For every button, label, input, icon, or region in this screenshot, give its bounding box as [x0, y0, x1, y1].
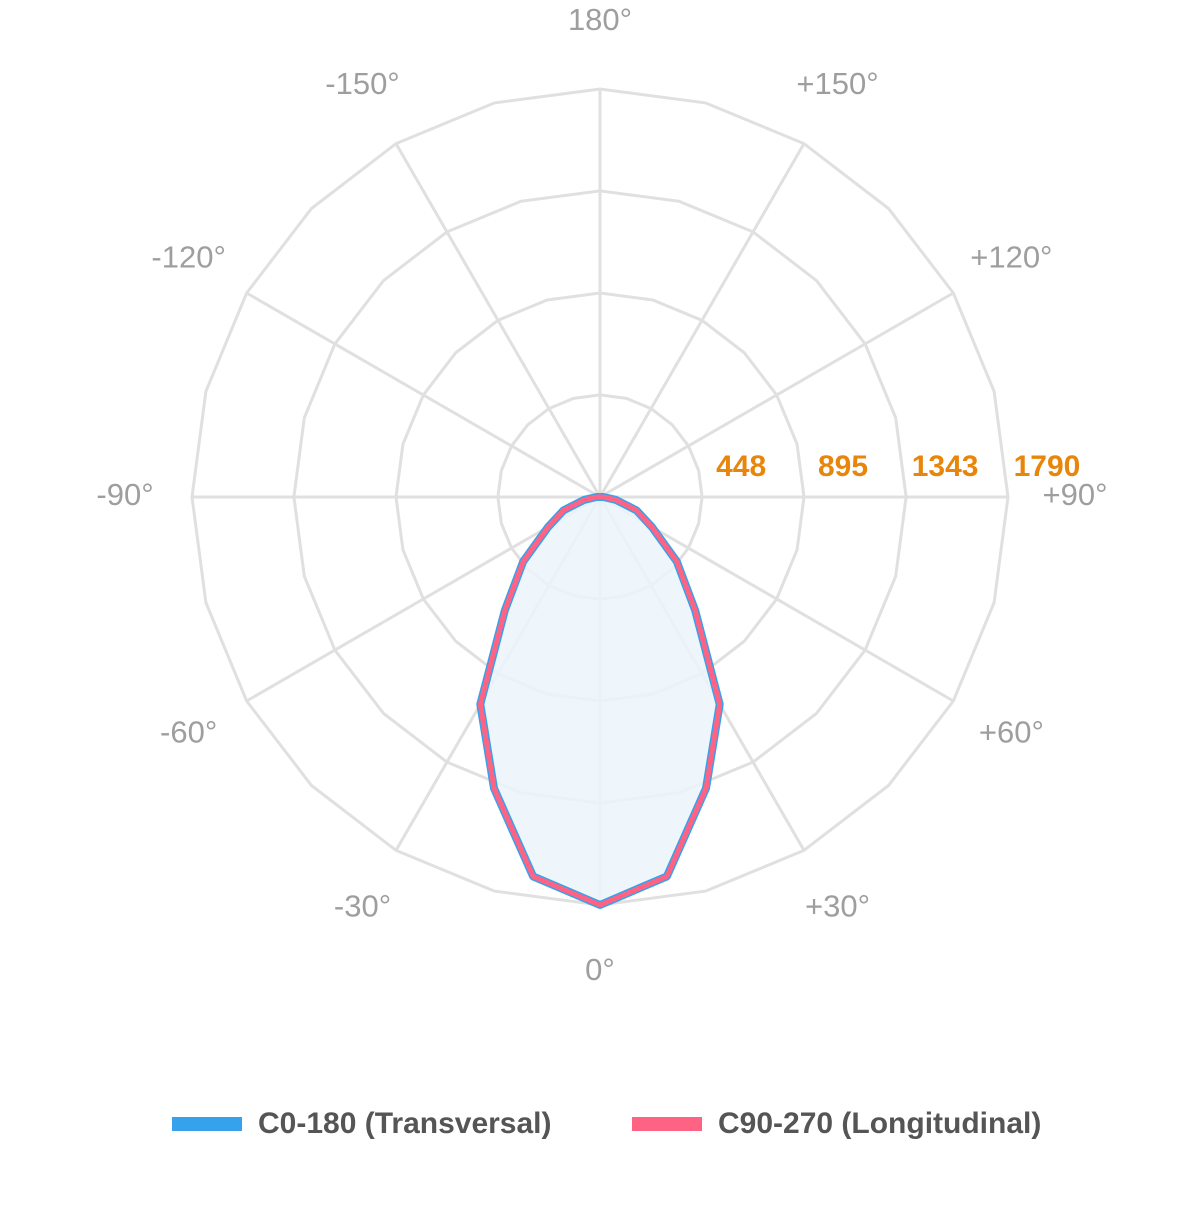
legend-label: C90-270 (Longitudinal): [718, 1107, 1041, 1140]
angle-label: -60°: [160, 715, 217, 750]
series-line: [477, 494, 723, 908]
angle-label: +60°: [979, 715, 1044, 750]
legend-swatch: [172, 1117, 242, 1131]
angle-label: +30°: [805, 889, 870, 924]
grid-spoke: [245, 291, 601, 499]
angle-label: -90°: [96, 477, 153, 512]
legend-label: C0-180 (Transversal): [258, 1107, 552, 1140]
r-tick-label: 1790: [1014, 450, 1081, 483]
angle-label: -150°: [325, 66, 399, 101]
r-tick-label: 895: [818, 450, 868, 483]
angle-label: 0°: [585, 952, 615, 987]
angle-label: +120°: [970, 240, 1052, 275]
legend-swatch: [632, 1117, 702, 1131]
angle-label: -120°: [151, 240, 225, 275]
angle-label: 180°: [568, 2, 632, 37]
angle-label: +150°: [796, 66, 878, 101]
grid-spoke: [394, 142, 602, 498]
r-tick-label: 1343: [912, 450, 979, 483]
r-tick-label: 448: [716, 450, 766, 483]
angle-label: -30°: [334, 889, 391, 924]
grid-spoke: [599, 291, 955, 499]
grid-spoke: [598, 142, 806, 498]
angle-label: +90°: [1043, 477, 1108, 512]
